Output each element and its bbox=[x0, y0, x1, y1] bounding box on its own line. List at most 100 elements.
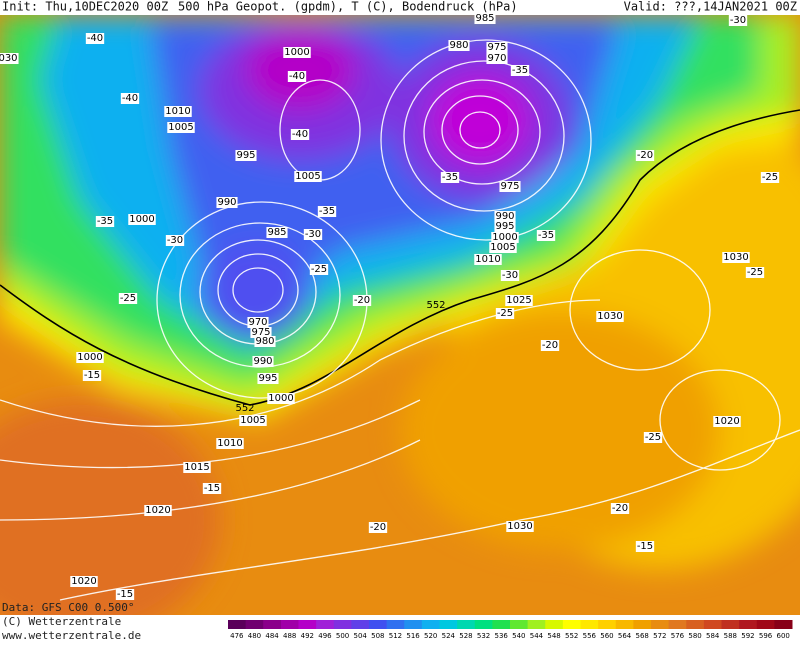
temperature-label: -35 bbox=[512, 65, 528, 76]
pressure-label: 985 bbox=[267, 227, 286, 238]
temperature-label: -15 bbox=[204, 483, 220, 494]
colorbar-swatch bbox=[386, 620, 405, 629]
pressure-label: 1020 bbox=[714, 416, 739, 427]
label-box bbox=[728, 15, 748, 26]
colorbar-swatch bbox=[404, 620, 423, 629]
pressure-label: 975 bbox=[251, 327, 270, 338]
temperature-label: -40 bbox=[87, 33, 103, 44]
pressure-label: 995 bbox=[236, 150, 255, 161]
temperature-label: -25 bbox=[645, 432, 661, 443]
colorbar-label: 564 bbox=[618, 632, 632, 640]
label-box bbox=[474, 13, 496, 24]
pressure-label: 970 bbox=[248, 317, 267, 328]
label-box bbox=[713, 416, 741, 427]
pressure-label: 1030 bbox=[723, 252, 748, 263]
pressure-label: 1000 bbox=[129, 214, 154, 225]
label-box bbox=[0, 53, 19, 64]
label-box bbox=[474, 254, 502, 265]
colorbar-swatch bbox=[280, 620, 299, 629]
colorbar-label: 492 bbox=[301, 632, 314, 640]
label-box bbox=[165, 235, 185, 246]
label-box bbox=[760, 172, 780, 183]
label-box bbox=[635, 150, 655, 161]
colorbar-swatch bbox=[492, 620, 511, 629]
colorbar-swatch bbox=[721, 620, 740, 629]
temperature-label: -30 bbox=[167, 235, 183, 246]
colorbar-label: 544 bbox=[530, 632, 544, 640]
colorbar-label: 520 bbox=[424, 632, 437, 640]
colorbar-label: 528 bbox=[459, 632, 472, 640]
temperature-label: -20 bbox=[637, 150, 653, 161]
pressure-label: 980 bbox=[449, 40, 468, 51]
colorbar-label: 592 bbox=[741, 632, 754, 640]
temperature-label: -15 bbox=[637, 541, 653, 552]
colorbar-label: 576 bbox=[671, 632, 685, 640]
label-box bbox=[506, 521, 534, 532]
pressure-label: 970 bbox=[487, 53, 506, 64]
colorbar-swatch bbox=[739, 620, 758, 629]
map-field bbox=[0, 15, 800, 615]
label-box bbox=[303, 229, 323, 240]
footer-copyright: (C) Wetterzentrale bbox=[2, 615, 121, 628]
label-box bbox=[95, 216, 115, 227]
label-box bbox=[440, 172, 460, 183]
label-box bbox=[494, 221, 516, 232]
label-box bbox=[287, 71, 307, 82]
label-box bbox=[489, 242, 517, 253]
colorbar-label: 572 bbox=[653, 632, 666, 640]
valid-text: Valid: ???,14JAN2021 00Z bbox=[624, 0, 797, 14]
colorbar-swatch bbox=[474, 620, 493, 629]
label-box bbox=[239, 415, 267, 426]
label-box bbox=[290, 129, 310, 140]
label-box bbox=[635, 541, 655, 552]
colorbar-swatch bbox=[457, 620, 476, 629]
colorbar-label: 480 bbox=[248, 632, 261, 640]
label-box bbox=[722, 252, 750, 263]
temperature-label: -35 bbox=[97, 216, 113, 227]
colorbar-label: 532 bbox=[477, 632, 490, 640]
temperature-label: -25 bbox=[311, 264, 327, 275]
temperature-label: -25 bbox=[747, 267, 763, 278]
label-box bbox=[120, 93, 140, 104]
colorbar-swatch bbox=[316, 620, 335, 629]
pressure-label: 995 bbox=[495, 221, 514, 232]
colorbar-swatch bbox=[668, 620, 687, 629]
label-box bbox=[643, 432, 663, 443]
colorbar-label: 588 bbox=[724, 632, 737, 640]
temperature-label: -25 bbox=[497, 308, 513, 319]
pressure-label: 1000 bbox=[268, 393, 293, 404]
pressure-label: 1015 bbox=[184, 462, 209, 473]
label-box bbox=[309, 264, 329, 275]
colorbar-swatch bbox=[298, 620, 317, 629]
label-box bbox=[540, 340, 560, 351]
label-box bbox=[76, 352, 104, 363]
colorbar-label: 568 bbox=[636, 632, 649, 640]
label-box bbox=[250, 327, 272, 338]
label-box bbox=[352, 295, 372, 306]
colorbar-label: 552 bbox=[565, 632, 578, 640]
label-box bbox=[505, 295, 533, 306]
label-box bbox=[486, 42, 508, 53]
footer-url: www.wetterzentrale.de bbox=[2, 629, 141, 642]
pressure-label: 1010 bbox=[165, 106, 190, 117]
temperature-label: -35 bbox=[442, 172, 458, 183]
height-label: 552 bbox=[235, 403, 254, 414]
label-box bbox=[368, 522, 388, 533]
label-box bbox=[448, 40, 470, 51]
label-box bbox=[167, 122, 195, 133]
colorbar-swatch bbox=[245, 620, 264, 629]
label-box bbox=[317, 206, 337, 217]
pressure-label: 1005 bbox=[295, 171, 320, 182]
label-box bbox=[745, 267, 765, 278]
label-box bbox=[70, 576, 98, 587]
pressure-label: 1005 bbox=[490, 242, 515, 253]
pressure-label: 995 bbox=[258, 373, 277, 384]
init-text: Init: Thu,10DEC2020 00Z bbox=[2, 0, 168, 14]
pressure-label: 1020 bbox=[145, 505, 170, 516]
temperature-label: -20 bbox=[354, 295, 370, 306]
pressure-label: 1025 bbox=[506, 295, 531, 306]
temperature-label: -20 bbox=[370, 522, 386, 533]
colorbar-label: 560 bbox=[600, 632, 613, 640]
colorbar-swatch bbox=[228, 620, 247, 629]
